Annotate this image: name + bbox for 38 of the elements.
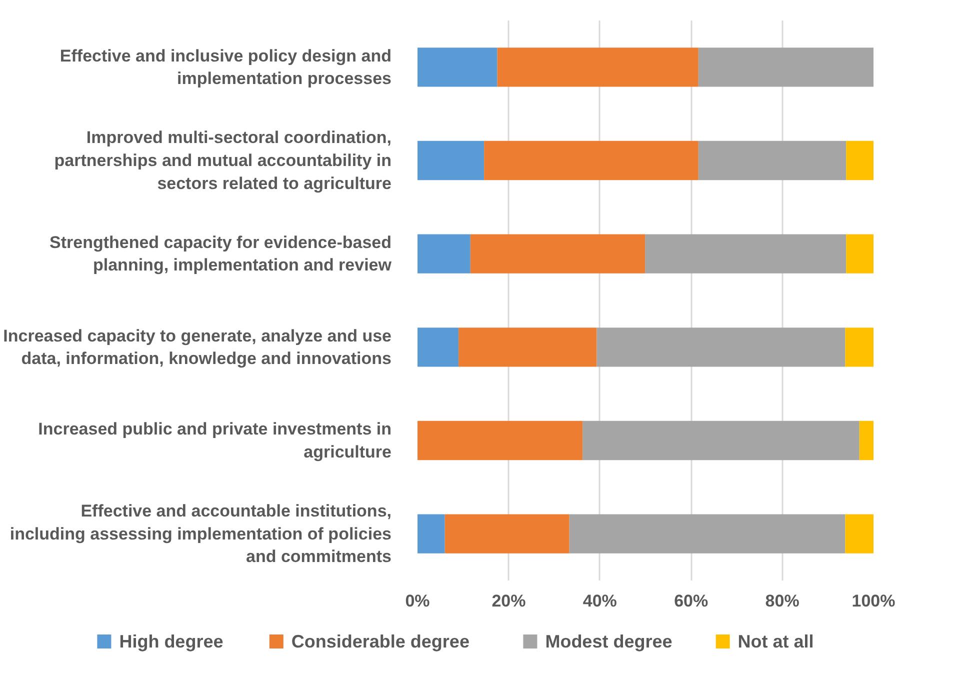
x-tick-label: 80% bbox=[765, 592, 800, 610]
bar bbox=[418, 140, 484, 180]
bar bbox=[418, 48, 498, 87]
y-tick-label: Increased public and private investments in agriculture bbox=[38, 420, 392, 462]
bar bbox=[444, 514, 570, 554]
bar bbox=[846, 234, 874, 274]
bar bbox=[845, 514, 874, 554]
bar bbox=[497, 48, 698, 87]
bar bbox=[418, 328, 459, 367]
bar bbox=[845, 328, 874, 367]
x-tick-label: 0% bbox=[405, 592, 430, 610]
x-tick-label: 40% bbox=[582, 592, 617, 610]
y-tick-label: Effective and accountable institutions, including assessing implementation of policies and commitments bbox=[10, 502, 392, 566]
legend-label: Not at all bbox=[738, 632, 814, 652]
x-tick-label: 60% bbox=[674, 592, 708, 610]
bar bbox=[418, 234, 470, 274]
bar bbox=[418, 420, 583, 460]
legend-label: Modest degree bbox=[545, 632, 672, 652]
y-tick-label: Strengthened capacity for evidence-based planning, implementation and review bbox=[50, 232, 392, 275]
bar bbox=[470, 234, 646, 274]
bar bbox=[484, 140, 698, 180]
y-tick-label: Improved multi-sectoral coordination, partnerships and mutual accountability in sectors related to agriculture bbox=[54, 128, 392, 193]
bar bbox=[846, 140, 874, 180]
y-tick-label: Increased capacity to generate, analyze and use data, information, knowledge and innovations bbox=[3, 326, 392, 368]
bar bbox=[698, 48, 874, 87]
y-tick-label: Effective and inclusive policy design and implementation processes bbox=[60, 46, 392, 88]
legend-label: High degree bbox=[119, 632, 224, 652]
bar bbox=[582, 420, 860, 460]
bar bbox=[859, 420, 874, 460]
bar bbox=[596, 328, 846, 367]
legend-label: Considerable degree bbox=[291, 632, 470, 652]
x-tick-label: 100% bbox=[852, 592, 896, 610]
bar bbox=[698, 140, 846, 180]
bar bbox=[418, 514, 445, 554]
bar bbox=[645, 234, 846, 274]
bar bbox=[458, 328, 597, 367]
x-tick-label: 20% bbox=[492, 592, 526, 610]
bar bbox=[569, 514, 846, 554]
